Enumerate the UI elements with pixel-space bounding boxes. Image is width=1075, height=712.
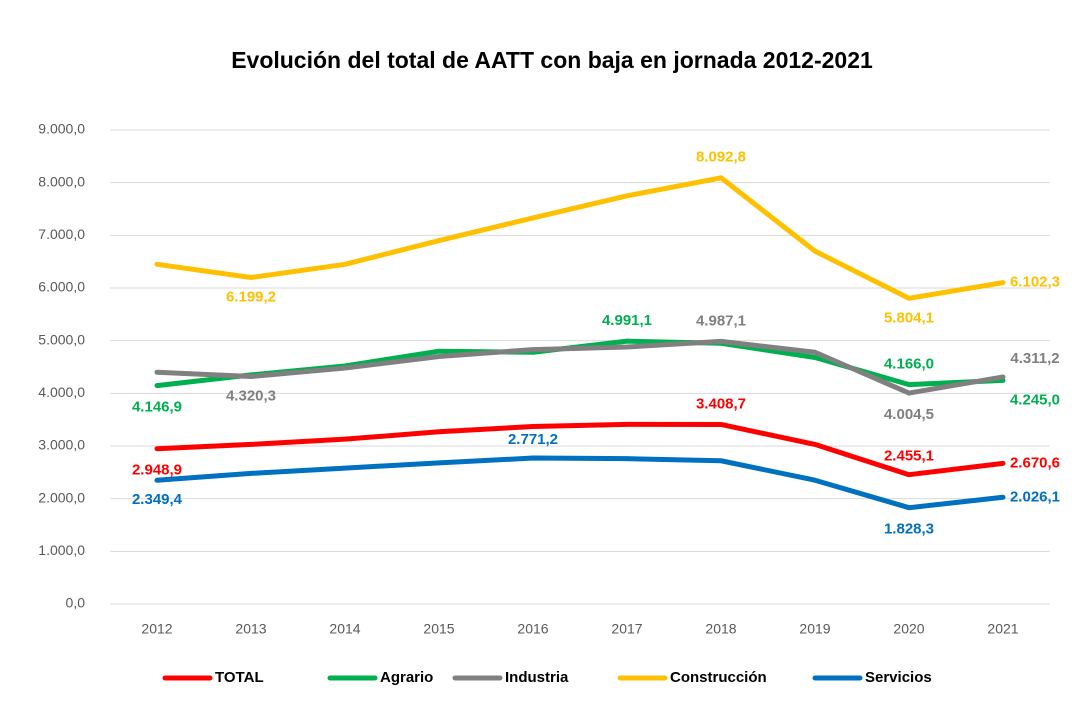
series-line [154, 421, 1006, 478]
data-label: 2.026,1 [1010, 488, 1060, 505]
y-tick-label: 8.000,0 [38, 173, 85, 189]
x-tick-label: 2013 [235, 621, 266, 637]
data-label: 2.349,4 [132, 491, 183, 508]
data-label: 4.166,0 [884, 356, 934, 373]
legend-label: TOTAL [215, 669, 264, 686]
x-tick-label: 2019 [799, 621, 830, 637]
legend-label: Construcción [670, 669, 767, 686]
x-tick-label: 2016 [517, 621, 548, 637]
x-tick-label: 2021 [987, 621, 1018, 637]
data-label: 4.991,1 [602, 312, 652, 329]
data-label: 3.408,7 [696, 395, 746, 412]
x-tick-label: 2014 [329, 621, 360, 637]
data-label: 4.004,5 [884, 406, 934, 423]
x-tick-label: 2018 [705, 621, 736, 637]
y-tick-label: 5.000,0 [38, 331, 85, 347]
x-tick-label: 2017 [611, 621, 642, 637]
y-tick-label: 4.000,0 [38, 384, 85, 400]
data-label: 5.804,1 [884, 309, 934, 326]
data-label: 6.199,2 [226, 288, 276, 305]
data-label: 2.455,1 [884, 448, 934, 465]
y-tick-label: 3.000,0 [38, 437, 85, 453]
data-label: 4.245,0 [1010, 391, 1060, 408]
chart-title: Evolución del total de AATT con baja en … [231, 47, 873, 73]
legend-label: Agrario [380, 669, 433, 686]
data-label: 2.771,2 [508, 431, 558, 448]
data-label: 2.670,6 [1010, 454, 1060, 471]
data-label: 4.987,1 [696, 312, 746, 329]
y-tick-label: 2.000,0 [38, 489, 85, 505]
legend-label: Servicios [865, 669, 932, 686]
x-tick-label: 2015 [423, 621, 454, 637]
y-tick-label: 6.000,0 [38, 279, 85, 295]
series-line [154, 175, 1006, 301]
y-tick-label: 0,0 [66, 595, 86, 611]
legend-label: Industria [505, 669, 569, 686]
data-label: 1.828,3 [884, 521, 934, 538]
data-label: 6.102,3 [1010, 274, 1060, 291]
y-tick-label: 9.000,0 [38, 121, 85, 137]
data-label: 4.311,2 [1010, 350, 1059, 367]
data-label: 2.948,9 [132, 462, 182, 479]
data-label: 4.320,3 [226, 387, 276, 404]
y-tick-label: 7.000,0 [38, 226, 85, 242]
data-label: 4.146,9 [132, 399, 182, 416]
series-line [154, 455, 1006, 511]
x-tick-label: 2012 [141, 621, 172, 637]
y-tick-label: 1.000,0 [38, 542, 85, 558]
series-line [154, 338, 1006, 396]
data-label: 8.092,8 [696, 149, 746, 166]
x-tick-label: 2020 [893, 621, 924, 637]
